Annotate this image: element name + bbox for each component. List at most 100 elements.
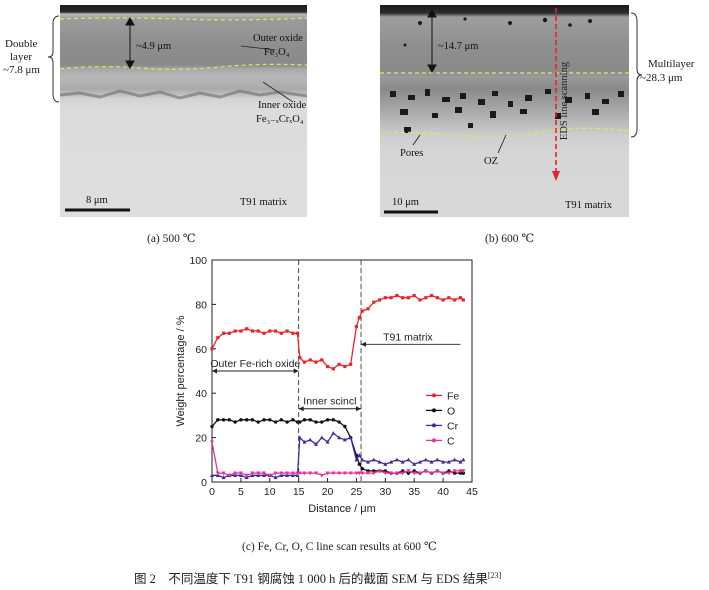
data-point-c	[429, 471, 434, 476]
data-point-c	[250, 471, 255, 476]
data-point-fe	[308, 358, 312, 362]
sem-image-500c: ~4.9 μm Outer oxide Fe₃O₄ Inner oxide Fe…	[60, 5, 307, 217]
data-point-fe	[250, 329, 255, 333]
y-tick-label: 60	[195, 344, 207, 356]
data-point-fe	[458, 296, 463, 300]
data-point-o	[239, 418, 243, 422]
y-tick-label: 20	[195, 433, 207, 445]
data-point-fe	[227, 331, 231, 335]
data-point-cr	[273, 475, 278, 480]
data-point-fe	[262, 331, 266, 335]
data-point-fe	[298, 356, 302, 360]
data-point-cr	[302, 439, 307, 444]
matrix-label-b: T91 matrix	[565, 200, 612, 211]
data-point-fe	[349, 362, 353, 366]
legend-label-cr: Cr	[447, 420, 459, 432]
caption-a: (a) 500 ℃	[147, 233, 196, 245]
data-point-c	[342, 471, 347, 476]
legend-label-fe: Fe	[447, 390, 459, 402]
outer-oxide-formula-a: Fe₃O₄	[264, 47, 290, 58]
data-point-c	[256, 471, 261, 476]
x-axis-label: Distance / μm	[308, 503, 375, 515]
figure-caption: 图 2 不同温度下 T91 钢腐蚀 1 000 h 后的截面 SEM 与 EDS…	[134, 568, 501, 587]
data-point-o	[279, 418, 284, 422]
data-point-cr	[418, 459, 422, 464]
data-point-c	[377, 469, 382, 474]
data-point-fe	[389, 296, 393, 300]
x-tick-label: 25	[351, 486, 363, 498]
data-point-c	[244, 473, 249, 478]
data-point-fe	[337, 362, 341, 366]
line-scan-chart: 0 5 10 15 20 25 30 35 40 45 0 20 40 60 80 100 Distance /…	[175, 255, 478, 515]
callouts-a	[47, 15, 294, 103]
data-point-c	[319, 473, 324, 478]
data-point-cr	[389, 459, 394, 464]
data-point-fe	[377, 298, 382, 302]
y-tick-label: 0	[201, 477, 207, 489]
series-o	[210, 418, 466, 475]
data-point-o	[273, 420, 278, 424]
legend-marker-c	[432, 438, 436, 443]
arrowhead-left	[361, 341, 367, 347]
data-point-o	[461, 471, 466, 475]
data-point-o	[244, 418, 249, 422]
data-point-o	[308, 418, 312, 422]
data-point-fe	[366, 307, 370, 311]
x-tick-label: 20	[322, 486, 334, 498]
data-point-fe	[302, 360, 307, 364]
data-point-c	[302, 471, 307, 476]
data-point-cr	[461, 457, 466, 462]
data-point-c	[273, 471, 278, 476]
double-layer-label-line1: Double	[5, 38, 38, 50]
data-point-cr	[297, 435, 302, 440]
data-point-o	[268, 418, 272, 422]
data-point-o	[291, 418, 295, 422]
annotation-label: T91 matrix	[383, 331, 433, 343]
data-point-cr	[452, 457, 457, 462]
data-point-c	[233, 471, 238, 476]
data-point-c	[210, 440, 214, 445]
data-point-c	[267, 473, 272, 478]
data-point-cr	[446, 459, 451, 464]
data-point-c	[400, 471, 405, 476]
data-point-cr	[435, 457, 440, 462]
data-point-fe	[233, 329, 237, 333]
data-point-cr	[429, 459, 434, 464]
data-point-c	[423, 469, 428, 474]
data-point-fe	[331, 367, 335, 371]
sem-overlay-b	[380, 8, 629, 214]
data-point-c	[337, 471, 342, 476]
data-point-o	[210, 424, 214, 429]
x-tick-label: 35	[408, 486, 420, 498]
data-point-c	[446, 471, 451, 476]
arrowhead-right	[293, 368, 299, 374]
data-point-c	[314, 471, 318, 476]
data-point-o	[325, 418, 330, 422]
callout-b	[630, 12, 643, 138]
data-point-cr	[394, 457, 399, 462]
data-point-o	[452, 471, 457, 475]
data-point-c	[331, 471, 336, 476]
arrowhead-right	[356, 406, 362, 412]
x-tick-label: 5	[238, 486, 244, 498]
data-point-o	[233, 420, 237, 424]
data-point-o	[250, 418, 255, 422]
data-point-cr	[377, 459, 382, 464]
data-point-fe	[216, 336, 220, 340]
data-point-o	[302, 418, 307, 422]
data-point-o	[221, 418, 226, 422]
data-point-cr	[210, 473, 214, 477]
data-point-c	[357, 471, 362, 476]
multilayer-label: Multilayer	[648, 58, 695, 70]
thickness-label-b: ~14.7 μm	[438, 41, 479, 52]
x-tick-label: 0	[209, 486, 215, 498]
data-point-fe	[424, 296, 428, 300]
data-point-cr	[314, 442, 318, 446]
y-tick-label: 40	[195, 388, 207, 400]
data-point-cr	[221, 475, 226, 480]
caption-b: (b) 600 ℃	[485, 233, 535, 245]
data-point-c	[279, 471, 284, 476]
figure-caption-text: 图 2 不同温度下 T91 钢腐蚀 1 000 h 后的截面 SEM 与 EDS…	[134, 572, 488, 586]
y-tick-label: 80	[195, 299, 207, 311]
data-point-o	[343, 424, 347, 429]
